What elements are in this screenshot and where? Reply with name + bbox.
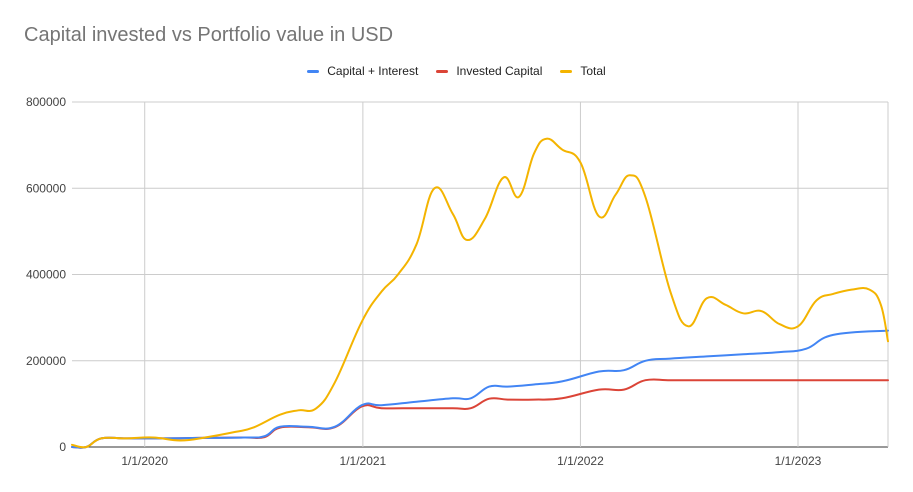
- x-tick-label: 1/1/2022: [557, 454, 604, 468]
- y-tick-label: 600000: [26, 181, 66, 195]
- legend-label-capital-interest: Capital + Interest: [327, 64, 419, 78]
- legend-swatch-total: [560, 69, 573, 73]
- series-line-capital-interest: [71, 329, 889, 449]
- legend-item-invested-capital[interactable]: Invested Capital: [436, 64, 542, 78]
- legend-swatch-invested-capital: [436, 69, 449, 73]
- legend-swatch-capital-interest: [307, 69, 320, 73]
- legend-item-capital-interest[interactable]: Capital + Interest: [307, 64, 418, 78]
- y-tick-label: 800000: [26, 95, 66, 109]
- legend-label-invested-capital: Invested Capital: [456, 64, 543, 78]
- x-tick-label: 1/1/2021: [340, 454, 387, 468]
- legend: Capital + Interest Invested Capital Tota…: [0, 64, 913, 78]
- x-tick-label: 1/1/2023: [775, 454, 822, 468]
- chart-title: Capital invested vs Portfolio value in U…: [24, 24, 394, 46]
- y-tick-label: 200000: [26, 354, 66, 368]
- series-line-total: [71, 137, 889, 449]
- x-tick-label: 1/1/2020: [121, 454, 168, 468]
- y-tick-label: 400000: [26, 268, 66, 282]
- y-tick-label: 0: [59, 440, 66, 454]
- legend-item-total[interactable]: Total: [560, 64, 606, 78]
- legend-label-total: Total: [580, 64, 606, 78]
